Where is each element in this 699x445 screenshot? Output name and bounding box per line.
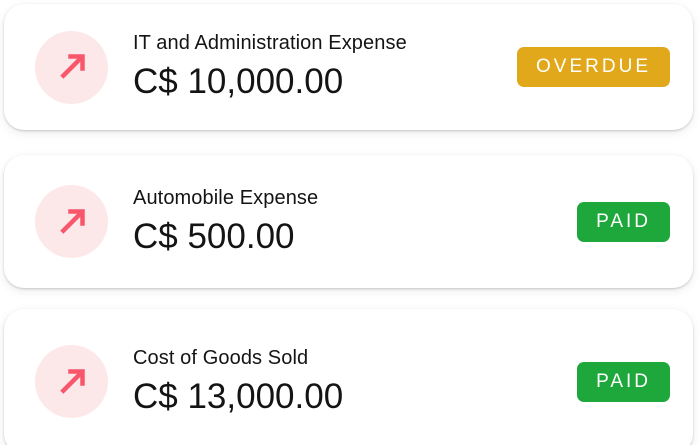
expense-details: Automobile Expense C$ 500.00 — [133, 187, 318, 257]
expense-card[interactable]: Automobile Expense C$ 500.00 PAID — [4, 155, 693, 288]
expense-title: Automobile Expense — [133, 186, 319, 209]
expense-amount: C$ 13,000.00 — [133, 376, 344, 416]
arrow-up-right-icon — [35, 345, 108, 418]
arrow-up-right-icon — [35, 30, 108, 104]
status-badge: OVERDUE — [517, 47, 670, 87]
status-badge: PAID — [577, 201, 670, 242]
expense-details: Cost of Goods Sold C$ 13,000.00 — [133, 347, 343, 417]
expense-amount: C$ 10,000.00 — [133, 62, 344, 101]
expense-amount: C$ 500.00 — [133, 216, 295, 256]
expense-title: Cost of Goods Sold — [133, 346, 309, 369]
expense-title: IT and Administration Expense — [133, 32, 407, 54]
expense-card[interactable]: IT and Administration Expense C$ 10,000.… — [4, 4, 693, 130]
expense-card[interactable]: Cost of Goods Sold C$ 13,000.00 PAID — [4, 309, 693, 445]
arrow-up-right-icon — [35, 185, 108, 258]
expense-details: IT and Administration Expense C$ 10,000.… — [133, 32, 407, 102]
status-badge: PAID — [577, 361, 670, 402]
